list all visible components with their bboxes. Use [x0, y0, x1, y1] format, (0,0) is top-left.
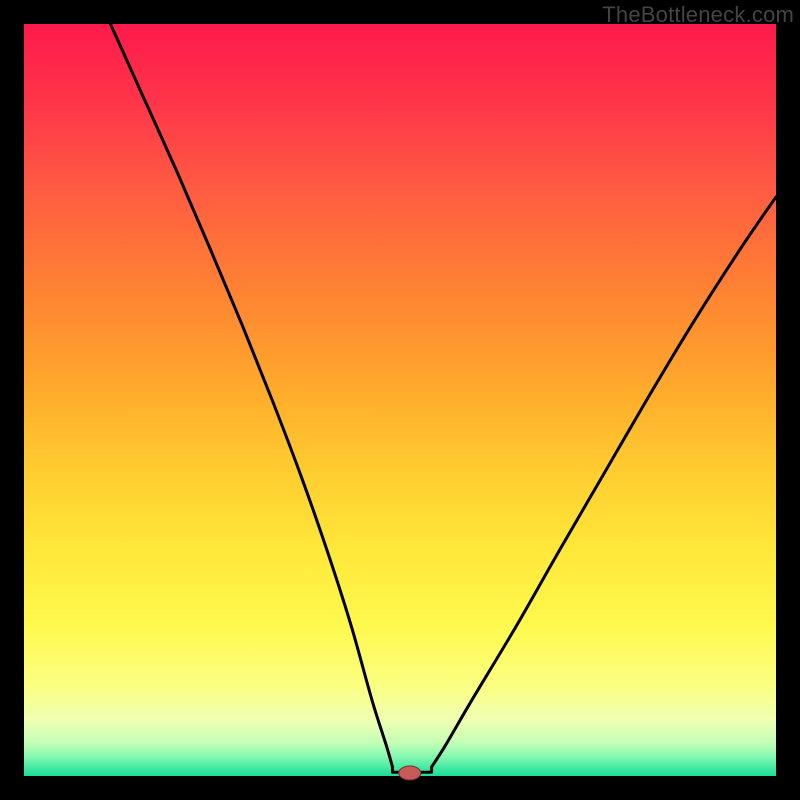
chart-container: TheBottleneck.com [0, 0, 800, 800]
plot-area [24, 24, 776, 776]
bottleneck-chart [0, 0, 800, 800]
watermark-text: TheBottleneck.com [602, 2, 794, 28]
minimum-marker [399, 766, 421, 780]
